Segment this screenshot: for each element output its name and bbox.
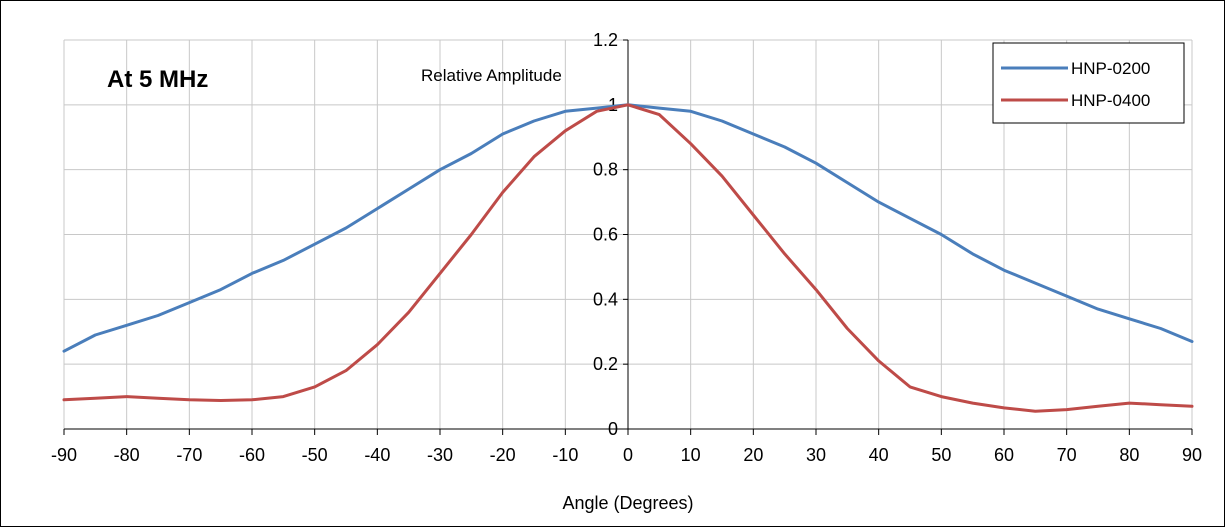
x-axis-label: Angle (Degrees) — [562, 493, 693, 513]
x-tick-label: 20 — [743, 445, 763, 465]
series-lines — [62, 103, 1194, 413]
x-tick-label: 90 — [1182, 445, 1202, 465]
x-tick-label: -70 — [176, 445, 202, 465]
x-tick-label: -50 — [302, 445, 328, 465]
x-tick-label: -80 — [114, 445, 140, 465]
y-tick-label: 0.8 — [593, 160, 618, 180]
x-tick-label: 30 — [806, 445, 826, 465]
y-tick-label: 1.2 — [593, 30, 618, 50]
x-tick-labels: -90 -80 -70 -60 -50 -40 -30 -20 -10 0 10 20 30 40 50 60… — [51, 445, 1202, 465]
y-tick-label: 0.2 — [593, 354, 618, 374]
y-tick-label: 0.6 — [593, 225, 618, 245]
x-tick-label: -90 — [51, 445, 77, 465]
legend-label-hnp-0200: HNP-0200 — [1071, 59, 1150, 78]
x-tick-label: 0 — [623, 445, 633, 465]
x-tick-label: 40 — [869, 445, 889, 465]
x-tick-label: 80 — [1119, 445, 1139, 465]
x-tick-label: -60 — [239, 445, 265, 465]
legend: HNP-0200 HNP-0400 — [992, 42, 1185, 124]
legend-box — [992, 42, 1185, 124]
y-tick-label: 1 — [608, 95, 618, 115]
x-tick-label: -40 — [364, 445, 390, 465]
y-tick-labels: 0 0.2 0.4 0.6 0.8 1 1.2 — [593, 30, 618, 439]
y-axis-label: Relative Amplitude — [421, 66, 562, 85]
x-tick-label: 60 — [994, 445, 1014, 465]
chart-title: At 5 MHz — [107, 66, 208, 93]
x-tick-label: 50 — [931, 445, 951, 465]
y-tick-label: 0 — [608, 419, 618, 439]
series-line-hnp-0400 — [62, 103, 1194, 413]
x-tick-label: 70 — [1057, 445, 1077, 465]
x-tick-label: -10 — [552, 445, 578, 465]
x-tick-label: 10 — [681, 445, 701, 465]
legend-label-hnp-0400: HNP-0400 — [1071, 91, 1150, 110]
y-tick-label: 0.4 — [593, 289, 618, 309]
x-tick-label: -20 — [490, 445, 516, 465]
x-tick-label: -30 — [427, 445, 453, 465]
